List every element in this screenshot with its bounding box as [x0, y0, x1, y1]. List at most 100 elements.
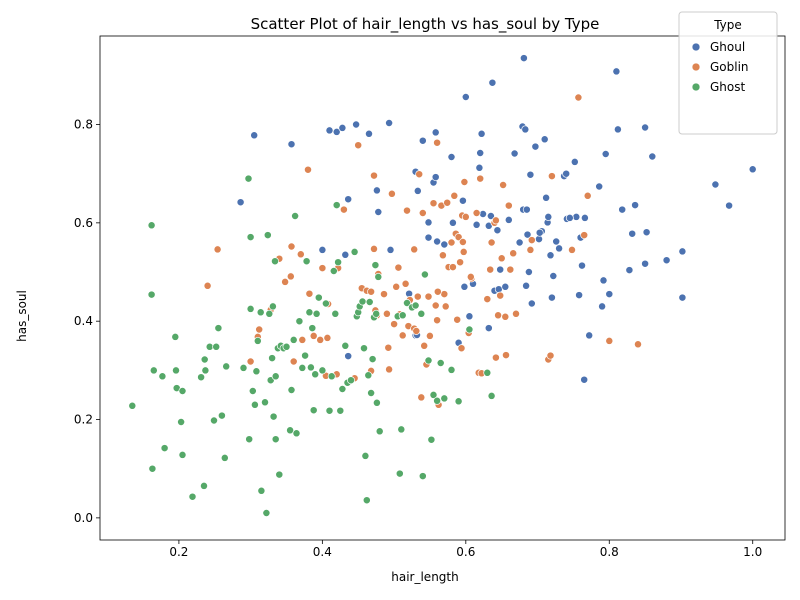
point-ghoul-89 — [605, 290, 614, 299]
point-goblin-42 — [394, 263, 403, 272]
point-ghoul-88 — [601, 150, 610, 158]
point-ghoul-75 — [562, 169, 571, 178]
point-ghost-44 — [271, 257, 279, 266]
point-ghost-111 — [433, 396, 442, 405]
point-goblin-44 — [398, 331, 407, 340]
point-ghost-90 — [365, 298, 374, 306]
point-goblin-17 — [316, 335, 325, 344]
x-axis: 0.2 0.4 0.6 0.8 1.0 — [169, 540, 762, 559]
point-ghoul-11 — [365, 129, 373, 138]
point-goblin-79 — [458, 238, 467, 246]
point-ghost-113 — [440, 394, 449, 403]
point-ghost-20 — [212, 342, 221, 351]
legend-marker — [691, 82, 701, 92]
point-ghoul-35 — [465, 312, 474, 321]
chart-title: Scatter Plot of hair_length vs has_soul … — [251, 15, 600, 34]
point-goblin-51 — [413, 292, 422, 301]
point-ghoul-70 — [547, 293, 556, 302]
point-goblin-77 — [457, 344, 466, 353]
point-ghost-102 — [398, 311, 407, 320]
point-goblin-38 — [385, 365, 394, 374]
point-ghost-21 — [214, 324, 223, 333]
point-ghoul-8 — [344, 195, 353, 204]
point-goblin-95 — [496, 291, 505, 300]
y-axis-title: has_soul — [15, 290, 29, 342]
legend-label: Ghost — [710, 80, 745, 94]
point-ghost-110 — [429, 390, 438, 399]
point-goblin-90 — [487, 238, 496, 247]
point-ghoul-33 — [460, 282, 469, 291]
point-goblin-18 — [318, 264, 327, 273]
point-goblin-65 — [438, 251, 447, 260]
point-ghost-13 — [188, 492, 197, 501]
point-goblin-53 — [417, 393, 426, 402]
point-ghost-12 — [178, 387, 187, 395]
point-ghost-3 — [148, 464, 157, 473]
point-ghoul-61 — [527, 299, 536, 308]
point-ghost-23 — [220, 453, 229, 462]
point-ghoul-25 — [431, 128, 440, 137]
point-goblin-119 — [459, 247, 468, 256]
point-goblin-74 — [453, 315, 462, 324]
point-ghost-57 — [295, 317, 304, 326]
point-ghost-56 — [292, 429, 301, 438]
point-ghoul-60 — [526, 170, 535, 179]
point-goblin-111 — [580, 231, 589, 240]
point-ghoul-15 — [386, 245, 395, 254]
point-ghost-70 — [325, 406, 334, 415]
point-goblin-31 — [370, 244, 378, 253]
point-ghost-86 — [360, 344, 368, 353]
x-tick-label: 0.4 — [313, 545, 332, 559]
point-goblin-12 — [296, 250, 305, 259]
series-goblin — [203, 93, 642, 409]
point-ghost-24 — [222, 362, 231, 371]
point-ghoul-1 — [250, 131, 259, 140]
point-goblin-66 — [440, 290, 449, 299]
point-goblin-61 — [433, 138, 442, 147]
point-ghost-54 — [289, 335, 298, 344]
point-ghoul-46 — [493, 226, 502, 235]
point-goblin-113 — [605, 336, 614, 345]
y-axis: 0.0 0.2 0.4 0.6 0.8 — [74, 118, 100, 525]
point-goblin-114 — [634, 340, 642, 349]
x-tick-label: 1.0 — [743, 545, 762, 559]
point-goblin-88 — [483, 295, 492, 304]
point-ghoul-106 — [565, 213, 574, 222]
point-goblin-84 — [472, 209, 481, 217]
point-ghoul-26 — [431, 173, 440, 182]
point-ghost-4 — [149, 366, 158, 375]
x-tick-label: 0.8 — [600, 545, 619, 559]
point-goblin-105 — [527, 236, 536, 245]
point-ghoul-102 — [678, 247, 687, 256]
point-ghoul-85 — [595, 182, 604, 191]
point-goblin-26 — [354, 141, 363, 150]
point-ghost-36 — [261, 398, 269, 407]
point-ghoul-18 — [413, 186, 422, 195]
point-ghost-22 — [217, 411, 226, 420]
point-ghoul-71 — [549, 272, 558, 280]
point-goblin-45 — [401, 279, 410, 288]
point-ghost-35 — [257, 486, 266, 495]
point-goblin-76 — [456, 258, 465, 267]
point-goblin-59 — [429, 199, 438, 208]
point-goblin-86 — [476, 174, 485, 183]
point-ghoul-21 — [418, 136, 427, 145]
point-ghost-91 — [367, 389, 376, 397]
point-ghoul-43 — [484, 324, 493, 333]
point-goblin-98 — [501, 312, 510, 321]
x-tick-label: 0.2 — [169, 545, 188, 559]
point-ghoul-57 — [522, 205, 531, 214]
point-ghoul-22 — [424, 218, 433, 227]
point-ghost-67 — [314, 293, 323, 302]
point-ghost-114 — [447, 365, 456, 374]
point-ghost-28 — [246, 304, 255, 313]
point-goblin-32 — [370, 171, 378, 180]
legend-items: Ghoul Goblin Ghost — [691, 40, 749, 94]
legend-box — [678, 11, 778, 135]
point-goblin-37 — [384, 343, 393, 352]
point-ghost-96 — [372, 398, 381, 407]
point-ghost-7 — [171, 332, 180, 341]
point-ghost-15 — [200, 481, 208, 490]
point-ghoul-0 — [236, 198, 245, 207]
point-ghoul-41 — [479, 210, 487, 218]
